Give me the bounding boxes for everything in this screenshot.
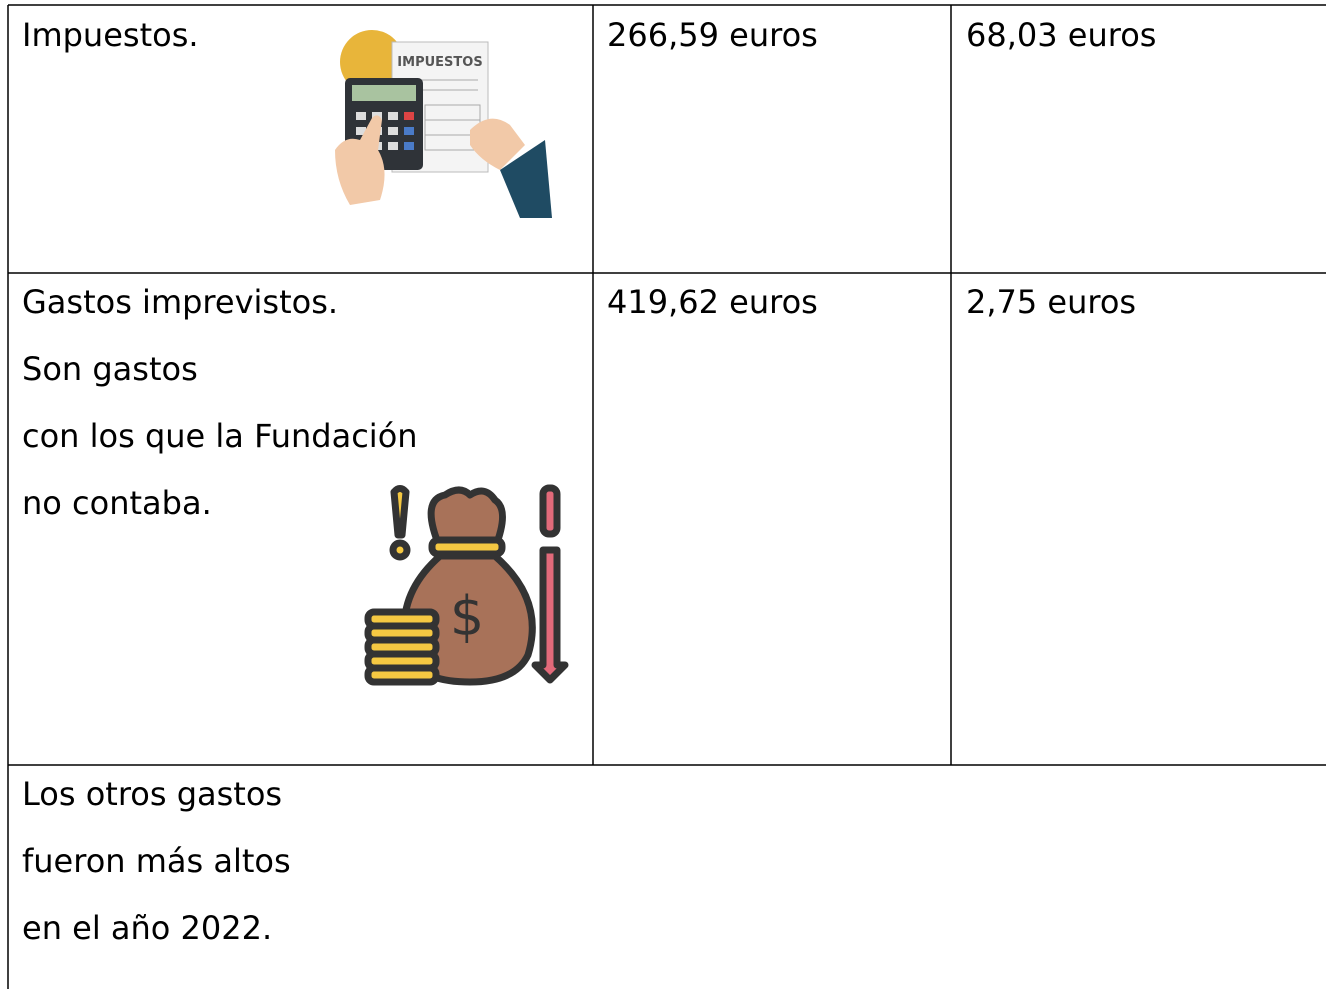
hand [335,115,385,205]
note-text: Los otros gastos [22,775,282,813]
exclamation [390,485,410,539]
coins [364,608,440,686]
dollar-sign: $ [450,585,484,648]
cell-text: Impuestos. [22,16,199,54]
cell-text: 419,62 euros [607,283,818,321]
table-borders [7,4,1326,989]
note-text: fueron más altos [22,842,291,880]
cell-text: con los que la Fundación [22,417,418,455]
tax-illustration: IMPUESTOS [335,30,552,218]
cell-text: Son gastos [22,350,198,388]
cell-text: 68,03 euros [966,16,1156,54]
bag-tie [428,536,506,558]
arrow-bar [539,484,561,538]
money-illustration: $ [364,484,569,686]
arrow-down [531,546,569,684]
note-text: en el año 2022. [22,909,272,947]
sleeve [500,140,552,218]
paper-title: IMPUESTOS [397,55,482,70]
hand [470,118,525,170]
cell-text: 266,59 euros [607,16,818,54]
exclamation-dot [389,539,411,561]
cell-text: no contaba. [22,484,212,522]
bag-top [427,486,506,552]
cell-text: Gastos imprevistos. [22,283,338,321]
cell-text: 2,75 euros [966,283,1136,321]
document-text: Impuestos. 266,59 euros 68,03 euros Gastos … [22,16,1156,947]
calculator-display [352,85,416,101]
